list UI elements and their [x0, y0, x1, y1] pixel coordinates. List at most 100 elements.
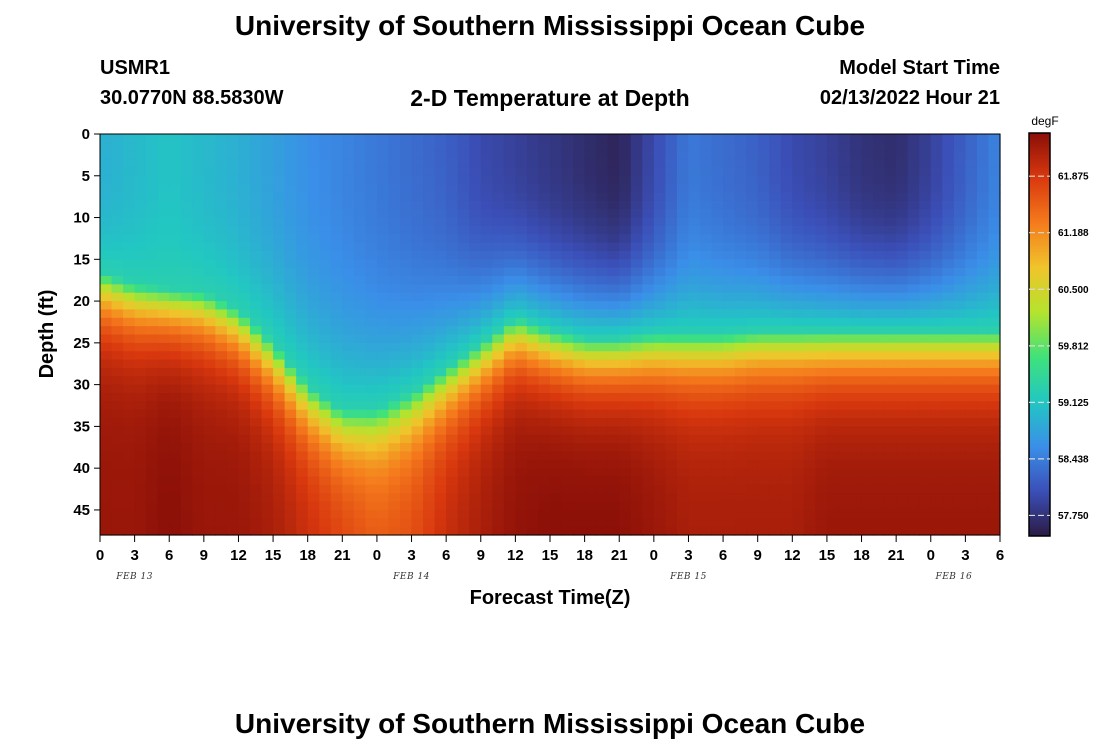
- heatmap-cell: [353, 459, 366, 469]
- heatmap-cell: [688, 267, 701, 277]
- heatmap-cell: [100, 276, 113, 285]
- heatmap-cell: [411, 309, 424, 319]
- heatmap-cell: [976, 384, 990, 394]
- heatmap-cell: [792, 259, 805, 269]
- heatmap-cell: [688, 367, 701, 377]
- heatmap-cell: [757, 426, 770, 436]
- heatmap-cell: [123, 484, 136, 494]
- heatmap-cell: [861, 192, 874, 202]
- heatmap-cell: [273, 493, 286, 503]
- heatmap-cell: [388, 159, 401, 169]
- heatmap-cell: [411, 150, 424, 160]
- heatmap-cell: [480, 384, 493, 394]
- heatmap-cell: [988, 167, 1001, 177]
- heatmap-cell: [723, 284, 736, 294]
- heatmap-cell: [619, 351, 632, 361]
- heatmap-cell: [215, 234, 228, 244]
- heatmap-cell: [907, 359, 920, 369]
- heatmap-cell: [584, 443, 597, 453]
- heatmap-cell: [607, 501, 620, 511]
- heatmap-cell: [723, 242, 736, 252]
- heatmap-cell: [446, 250, 459, 260]
- heatmap-cell: [550, 242, 563, 252]
- heatmap-cell: [284, 175, 297, 185]
- heatmap-cell: [296, 451, 309, 461]
- x-tick-label: 18: [576, 547, 593, 564]
- heatmap-cell: [457, 234, 470, 244]
- heatmap-cell: [215, 267, 228, 277]
- heatmap-cell: [769, 167, 782, 177]
- heatmap-cell: [457, 184, 470, 194]
- heatmap-cell: [919, 367, 932, 377]
- heatmap-cell: [111, 217, 124, 227]
- heatmap-cell: [250, 326, 263, 336]
- heatmap-cell: [630, 342, 643, 352]
- heatmap-cell: [203, 484, 216, 494]
- heatmap-cell: [619, 217, 632, 227]
- heatmap-cell: [480, 242, 493, 252]
- heatmap-cell: [861, 167, 874, 177]
- heatmap-cell: [873, 426, 886, 436]
- heatmap-cell: [919, 317, 932, 327]
- heatmap-cell: [573, 443, 586, 453]
- heatmap-cell: [250, 409, 263, 419]
- heatmap-cell: [538, 376, 551, 386]
- heatmap-cell: [630, 159, 643, 169]
- heatmap-cell: [503, 225, 516, 235]
- heatmap-cell: [284, 342, 297, 352]
- heatmap-cell: [250, 509, 263, 519]
- heatmap-cell: [930, 501, 943, 511]
- heatmap-cell: [826, 276, 840, 285]
- heatmap-cell: [619, 484, 632, 494]
- heatmap-cell: [353, 234, 366, 244]
- heatmap-cell: [873, 526, 886, 536]
- heatmap-cell: [226, 434, 240, 444]
- heatmap-cell: [192, 376, 205, 386]
- heatmap-cell: [169, 292, 182, 302]
- heatmap-cell: [930, 142, 943, 152]
- heatmap-cell: [238, 476, 251, 486]
- heatmap-cell: [688, 217, 701, 227]
- heatmap-cell: [261, 159, 274, 169]
- heatmap-cell: [780, 443, 793, 453]
- heatmap-cell: [411, 184, 424, 194]
- heatmap-cell: [711, 200, 724, 210]
- heatmap-cell: [976, 159, 990, 169]
- heatmap-cell: [746, 501, 759, 511]
- heatmap-cell: [665, 359, 678, 369]
- heatmap-cell: [642, 509, 655, 519]
- heatmap-cell: [676, 167, 690, 177]
- heatmap-cell: [503, 409, 516, 419]
- heatmap-cell: [734, 159, 747, 169]
- heatmap-cell: [711, 434, 724, 444]
- heatmap-cell: [734, 376, 747, 386]
- heatmap-cell: [180, 493, 193, 503]
- heatmap-cell: [757, 134, 770, 143]
- y-tick-label: 25: [73, 335, 90, 352]
- heatmap-cell: [711, 184, 724, 194]
- heatmap-cell: [850, 459, 863, 469]
- heatmap-cell: [330, 493, 343, 503]
- heatmap-cell: [261, 384, 274, 394]
- heatmap-cell: [619, 167, 632, 177]
- heatmap-cell: [330, 526, 343, 536]
- heatmap-cell: [642, 309, 655, 319]
- heatmap-cell: [423, 509, 436, 519]
- heatmap-cell: [676, 367, 690, 377]
- heatmap-cell: [446, 384, 459, 394]
- heatmap-cell: [538, 284, 551, 294]
- heatmap-cell: [146, 326, 159, 336]
- heatmap-cell: [873, 159, 886, 169]
- heatmap-cell: [515, 209, 528, 219]
- heatmap-cell: [965, 200, 978, 210]
- heatmap-cell: [226, 259, 240, 269]
- heatmap-cell: [400, 309, 413, 319]
- heatmap-cell: [930, 192, 943, 202]
- heatmap-cell: [503, 434, 516, 444]
- heatmap-cell: [953, 334, 966, 344]
- heatmap-cell: [769, 526, 782, 536]
- heatmap-cell: [250, 267, 263, 277]
- heatmap-cell: [976, 359, 990, 369]
- heatmap-cell: [757, 142, 770, 152]
- heatmap-cell: [884, 451, 897, 461]
